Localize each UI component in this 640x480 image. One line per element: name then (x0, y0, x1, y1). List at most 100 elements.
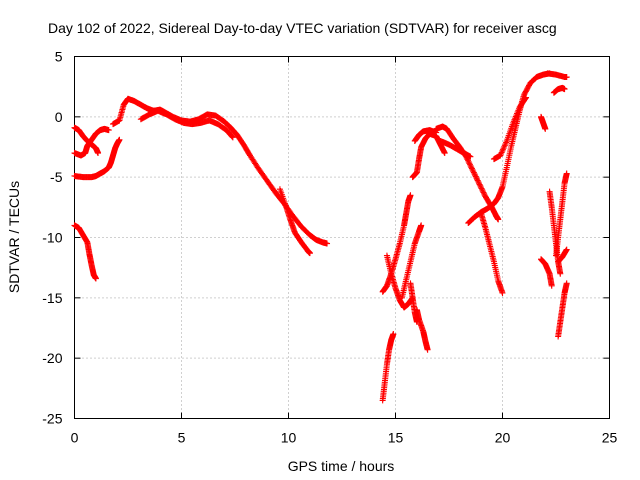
data-point (469, 166, 476, 173)
series-arc-16 (433, 123, 502, 223)
data-points (71, 70, 570, 404)
data-point (548, 282, 555, 289)
data-point (499, 148, 506, 155)
series-arc-24 (546, 188, 564, 277)
series-arc-5 (137, 107, 236, 141)
data-point (500, 145, 507, 152)
data-point (523, 94, 530, 101)
data-point (501, 143, 508, 150)
data-point (472, 172, 479, 179)
data-point (472, 173, 479, 180)
data-point (475, 178, 482, 185)
data-point (522, 95, 529, 102)
y-tick-label: 0 (55, 109, 63, 125)
data-point (480, 189, 487, 196)
series-arc-25 (538, 256, 555, 289)
data-point (474, 177, 481, 184)
x-tick-label: 10 (281, 430, 297, 446)
data-point (116, 136, 123, 143)
data-point (468, 165, 475, 172)
series-arc-21 (544, 70, 570, 81)
data-point (497, 152, 504, 159)
data-point (418, 222, 425, 229)
data-point (390, 331, 397, 338)
series-arc-8 (379, 331, 397, 404)
x-tick-label: 25 (602, 430, 618, 446)
series-arc-22 (550, 84, 568, 96)
series-arc-17 (437, 137, 474, 160)
y-axis-label: SDTVAR / TECUs (6, 181, 22, 293)
data-point (498, 149, 505, 156)
series-arc-19 (478, 210, 506, 297)
data-point (557, 270, 564, 277)
y-tick-label: -20 (42, 350, 62, 366)
data-point (465, 157, 472, 164)
grid-lines (74, 56, 610, 419)
data-point (498, 150, 505, 157)
axis-ticks: 0 5 10 15 20 25 5 0 -5 -10 -15 -20 -25 (42, 49, 617, 446)
data-point (476, 181, 483, 188)
y-tick-label: -5 (50, 169, 63, 185)
y-tick-label: -15 (42, 290, 62, 306)
series-arc-23 (538, 113, 549, 132)
data-point (470, 168, 477, 175)
data-point (228, 132, 235, 139)
data-point (324, 240, 331, 247)
data-point (501, 142, 508, 149)
data-point (495, 216, 502, 223)
data-point (413, 318, 420, 325)
series-arc-26 (555, 280, 570, 340)
data-point (229, 134, 236, 141)
y-tick-label: -10 (42, 230, 62, 246)
data-point (105, 127, 112, 134)
series-arc-7 (71, 222, 99, 282)
data-point (477, 182, 484, 189)
data-point (563, 280, 570, 287)
data-point (475, 180, 482, 187)
data-point (503, 139, 510, 146)
x-tick-label: 15 (388, 430, 404, 446)
series-arc-2 (71, 125, 112, 159)
data-point (502, 140, 509, 147)
data-point (441, 150, 448, 157)
series-arc-3 (71, 136, 123, 181)
series-arc-15 (411, 127, 440, 144)
data-point (95, 150, 102, 157)
series-arc-13 (407, 280, 420, 325)
data-point (563, 246, 570, 253)
data-point (563, 74, 570, 81)
data-point (542, 125, 549, 132)
series-arc-6 (276, 186, 313, 257)
x-tick-label: 5 (178, 430, 186, 446)
x-tick-label: 0 (71, 430, 79, 446)
data-point (467, 162, 474, 169)
data-point (479, 188, 486, 195)
data-point (563, 170, 570, 177)
series-arc-28 (555, 246, 570, 265)
data-point (467, 153, 474, 160)
data-point (561, 86, 568, 93)
series-arc-27 (553, 170, 570, 259)
data-point (465, 158, 472, 165)
data-point (471, 170, 478, 177)
data-point (479, 186, 486, 193)
data-point (468, 164, 475, 171)
series-arc-11 (398, 222, 425, 301)
data-point (424, 346, 431, 353)
x-tick-label: 20 (495, 430, 511, 446)
data-point (466, 160, 473, 167)
series-arc-4 (110, 95, 331, 247)
data-point (481, 190, 488, 197)
data-point (473, 174, 480, 181)
data-point (474, 176, 481, 183)
series-arc-18 (465, 70, 553, 227)
data-point (478, 185, 485, 192)
data-point (92, 275, 99, 282)
chart-title: Day 102 of 2022, Sidereal Day-to-day VTE… (48, 20, 557, 36)
series-arc-14 (409, 130, 448, 181)
data-point (499, 290, 506, 297)
data-point (477, 184, 484, 191)
data-point (499, 146, 506, 153)
series-arc-20 (490, 94, 530, 163)
data-point (470, 169, 477, 176)
